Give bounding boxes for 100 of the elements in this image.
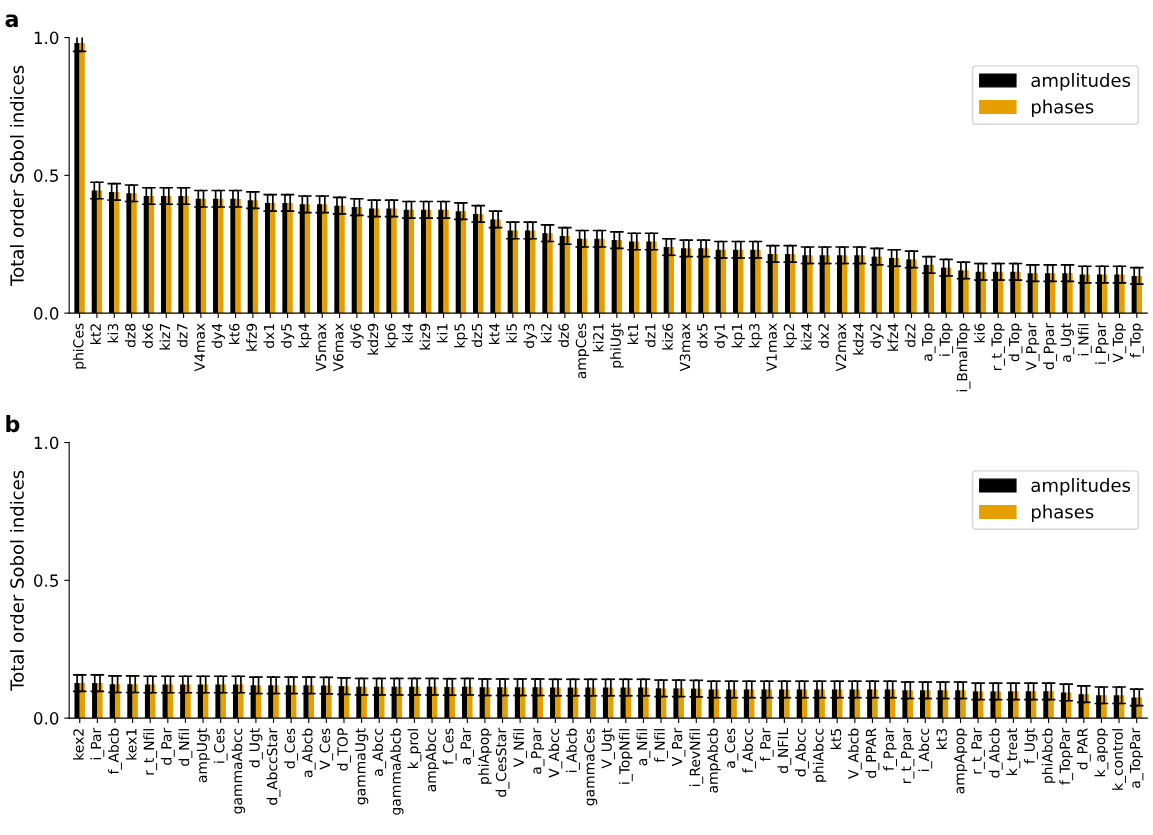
y-tick-label: 1.0	[34, 436, 59, 450]
x-tick-label: V_Ces	[319, 728, 334, 770]
x-tick-label: k_prol	[407, 729, 422, 769]
bar	[495, 219, 501, 314]
x-tick-label: gammaAbcb	[390, 728, 404, 815]
x-tick-label: kiz9	[419, 323, 431, 350]
bar	[616, 240, 623, 314]
x-tick-label: d_Ces	[284, 728, 299, 769]
x-tick-label: kdz9	[367, 323, 379, 355]
x-tick-label: d_Abcc	[795, 728, 809, 777]
bar	[339, 205, 345, 314]
x-tick-label: kp6	[384, 323, 399, 348]
legend-label: amplitudes	[1031, 73, 1131, 91]
text: b	[6, 414, 20, 433]
x-tick-label: ampAbcb	[707, 728, 721, 793]
x-tick-label: kex1	[125, 729, 137, 760]
x-tick-label: kp5	[454, 324, 468, 348]
x-tick-label: kdz4	[852, 323, 864, 355]
x-tick-label: d_Nfil	[178, 729, 193, 766]
x-tick-label: V_Ppar	[1026, 322, 1040, 371]
y-tick-label: 0.5	[34, 574, 58, 587]
x-tick-label: f_Ces	[442, 728, 457, 765]
x-tick-label: V_Top	[1112, 323, 1127, 363]
bar	[200, 198, 207, 314]
x-tick-label: a_Top	[922, 323, 936, 361]
x-tick-label: ki6	[974, 323, 985, 343]
x-tick-label: kex2	[73, 729, 84, 760]
x-tick-label: f_Abcc	[742, 728, 757, 773]
x-tick-label: kiz6	[662, 323, 673, 350]
x-tick-label: kt1	[627, 324, 639, 344]
x-tick-label: ampApop	[954, 728, 968, 794]
bar	[166, 196, 172, 314]
x-tick-label: ki1	[436, 324, 448, 343]
x-tick-label: i_Par	[90, 727, 105, 760]
x-tick-label: k_apop	[1094, 728, 1109, 777]
x-tick-label: i_Abcc	[918, 728, 933, 771]
x-tick-label: gammaUgt	[355, 728, 369, 805]
x-tick-label: phiApop	[478, 728, 492, 784]
x-tick-label: phiCes	[72, 323, 87, 369]
x-tick-label: dy2	[870, 324, 884, 348]
x-tick-label: d_CesStar	[495, 727, 510, 797]
bar	[668, 246, 675, 314]
x-tick-label: V_Nfil	[513, 729, 528, 768]
bar	[148, 196, 155, 314]
x-tick-label: dy3	[523, 323, 537, 348]
x-tick-label: f_TopPar	[1059, 727, 1074, 785]
x-tick-label: d_Abcb	[988, 728, 1003, 778]
bar	[460, 211, 467, 314]
x-tick-label: a_TopPar	[1129, 727, 1144, 788]
x-tick-label: f_Abcb	[108, 728, 122, 775]
x-tick-label: kfz4	[887, 323, 899, 351]
y-axis-title: Total order Sobol indices	[9, 65, 24, 286]
x-tick-label: V3max	[679, 323, 691, 372]
x-tick-label: gammaCes	[584, 728, 598, 806]
x-tick-label: V_Abcb	[847, 728, 862, 779]
x-tick-label: V_Ugt	[601, 728, 615, 769]
x-tick-label: ampUgt	[196, 728, 210, 783]
x-tick-label: kt4	[488, 323, 500, 344]
x-tick-label: phiAbcb	[1041, 728, 1056, 783]
x-tick-label: dy6	[350, 323, 364, 348]
legend-label: phases	[1031, 99, 1094, 118]
x-tick-label: a_Ces	[724, 728, 739, 768]
y-tick-label: 0.0	[34, 712, 59, 725]
x-tick-label: i_Ces	[213, 728, 228, 763]
x-tick-label: kp4	[298, 323, 312, 348]
x-tick-label: f_Top	[1129, 323, 1144, 358]
x-tick-label: dz5	[471, 324, 483, 348]
bar	[426, 209, 432, 314]
y-tick-label: 0.0	[34, 307, 59, 320]
x-tick-label: ki5	[506, 324, 517, 343]
bar	[547, 233, 553, 314]
x-tick-label: gammaAbcc	[231, 728, 246, 814]
x-tick-label: kp3	[748, 323, 763, 348]
bar	[287, 202, 293, 314]
x-tick-label: dz2	[904, 324, 916, 348]
x-tick-label: r_t_Par	[971, 727, 985, 774]
bar	[96, 190, 103, 314]
x-tick-label: a_Abcb	[301, 728, 316, 778]
x-tick-label: d_AbccStar	[266, 727, 281, 805]
bar	[114, 191, 120, 314]
x-tick-label: V_Abcc	[548, 728, 563, 778]
x-tick-label: phiAbcc	[812, 728, 827, 782]
x-tick-label: a_Ugt	[1060, 323, 1075, 362]
bar	[824, 255, 831, 314]
x-tick-label: dx1	[263, 324, 275, 348]
bar	[131, 193, 137, 314]
x-tick-label: r_t_Ppar	[900, 727, 915, 784]
y-tick-label: 0.5	[34, 169, 58, 182]
x-tick-label: f_Nfil	[654, 729, 668, 763]
bar	[322, 204, 328, 314]
x-tick-label: dx2	[818, 324, 829, 348]
x-tick-label: d_PAR	[1076, 728, 1091, 770]
bar	[270, 202, 276, 314]
x-tick-label: dy4	[211, 323, 225, 348]
x-tick-label: ki3	[107, 323, 119, 343]
bar	[235, 198, 241, 314]
x-tick-label: r_t_Top	[991, 323, 1005, 371]
bar	[564, 235, 571, 314]
x-tick-label: dx5	[696, 324, 708, 348]
x-tick-label: d_Par	[160, 727, 175, 765]
